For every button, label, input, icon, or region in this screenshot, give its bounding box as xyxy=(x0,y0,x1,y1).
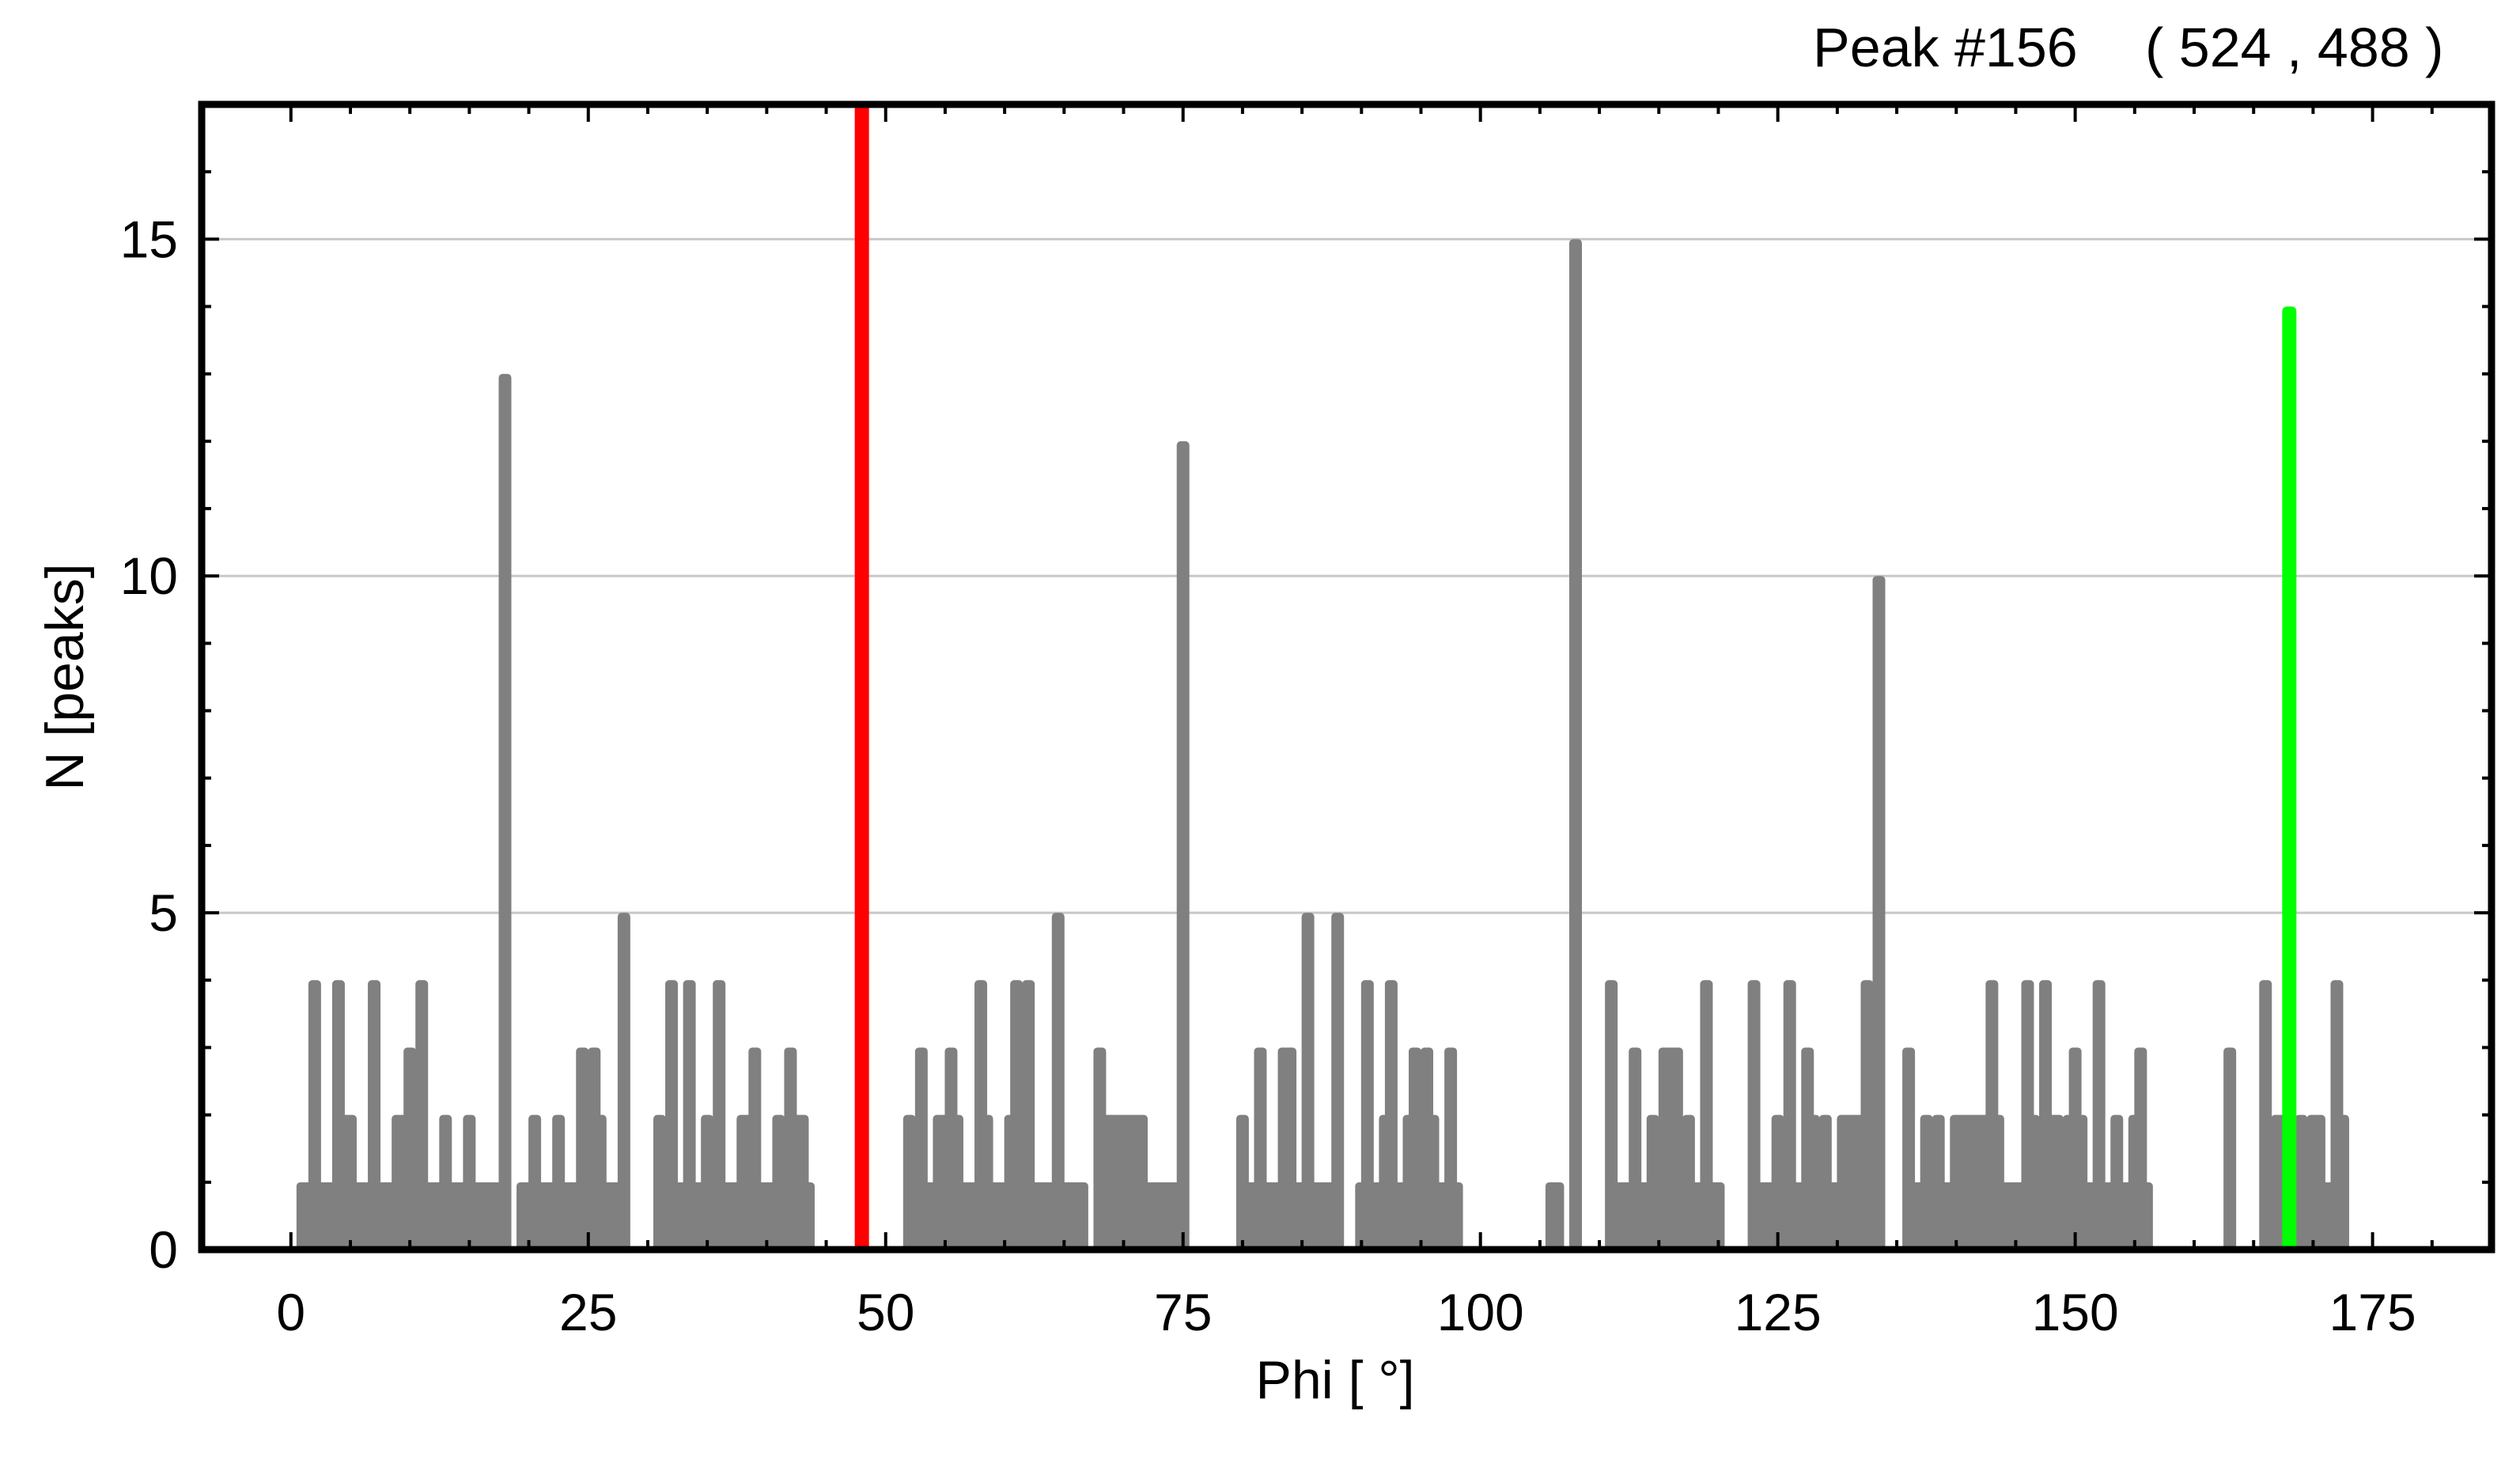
bar xyxy=(1331,913,1345,1250)
bar xyxy=(1605,980,1618,1250)
x-tick-label: 100 xyxy=(1437,1283,1524,1341)
bar xyxy=(2259,980,2272,1250)
plot-frame xyxy=(198,100,2495,1254)
y-tick-label: 5 xyxy=(149,883,178,942)
bar xyxy=(1551,1182,1565,1250)
y-tick-label: 0 xyxy=(149,1220,178,1279)
bar xyxy=(1384,980,1398,1250)
bar xyxy=(308,980,321,1250)
bar xyxy=(2336,1114,2350,1250)
bar xyxy=(713,980,726,1250)
grid-lines xyxy=(202,237,2492,914)
x-tick-label: 125 xyxy=(1735,1283,1822,1341)
y-axis-title: N [peaks] xyxy=(35,563,95,790)
x-tick-label: 75 xyxy=(1154,1283,1212,1341)
bar xyxy=(1860,980,1874,1250)
x-tick-label: 150 xyxy=(2032,1283,2119,1341)
bar xyxy=(1569,239,1582,1250)
bar xyxy=(1301,913,1315,1250)
bar xyxy=(368,980,381,1250)
bar xyxy=(683,980,696,1250)
y-tick-label: 15 xyxy=(120,210,178,268)
bar xyxy=(2092,980,2106,1250)
bar xyxy=(617,913,630,1250)
bar xyxy=(1712,1182,1725,1250)
bar xyxy=(498,373,512,1250)
bar xyxy=(1872,576,1886,1250)
bar xyxy=(1051,913,1065,1250)
peak-coords: ( 524 , 488 ) xyxy=(2145,17,2443,78)
bar xyxy=(1176,441,1190,1250)
bar xyxy=(1075,1182,1088,1250)
x-tick-label: 175 xyxy=(2329,1283,2416,1341)
bar xyxy=(1700,980,1713,1250)
x-tick-label: 0 xyxy=(276,1283,305,1341)
x-tick-label: 50 xyxy=(857,1283,914,1341)
marker-line xyxy=(854,104,869,1250)
bar xyxy=(1450,1182,1463,1250)
bar xyxy=(2140,1182,2153,1250)
y-tick-label: 10 xyxy=(120,547,178,605)
bars-group xyxy=(296,239,2350,1250)
bar xyxy=(1022,980,1035,1250)
bar xyxy=(801,1182,815,1250)
bar xyxy=(665,980,679,1250)
bar xyxy=(1783,980,1796,1250)
bar xyxy=(2223,1047,2237,1250)
x-tick-label: 25 xyxy=(559,1283,617,1341)
bar xyxy=(415,980,429,1250)
peak-label: Peak #156 xyxy=(1813,17,2078,78)
marker-line xyxy=(2282,306,2297,1250)
x-axis-title: Phi [ °] xyxy=(1255,1350,1414,1410)
bar xyxy=(1747,980,1761,1250)
markers-group xyxy=(854,104,2297,1250)
bar xyxy=(1360,980,1374,1250)
axes-group: 0 25 50 75 100 125 150 175 0 5 10 15 xyxy=(120,100,2495,1341)
bar xyxy=(1010,980,1024,1250)
